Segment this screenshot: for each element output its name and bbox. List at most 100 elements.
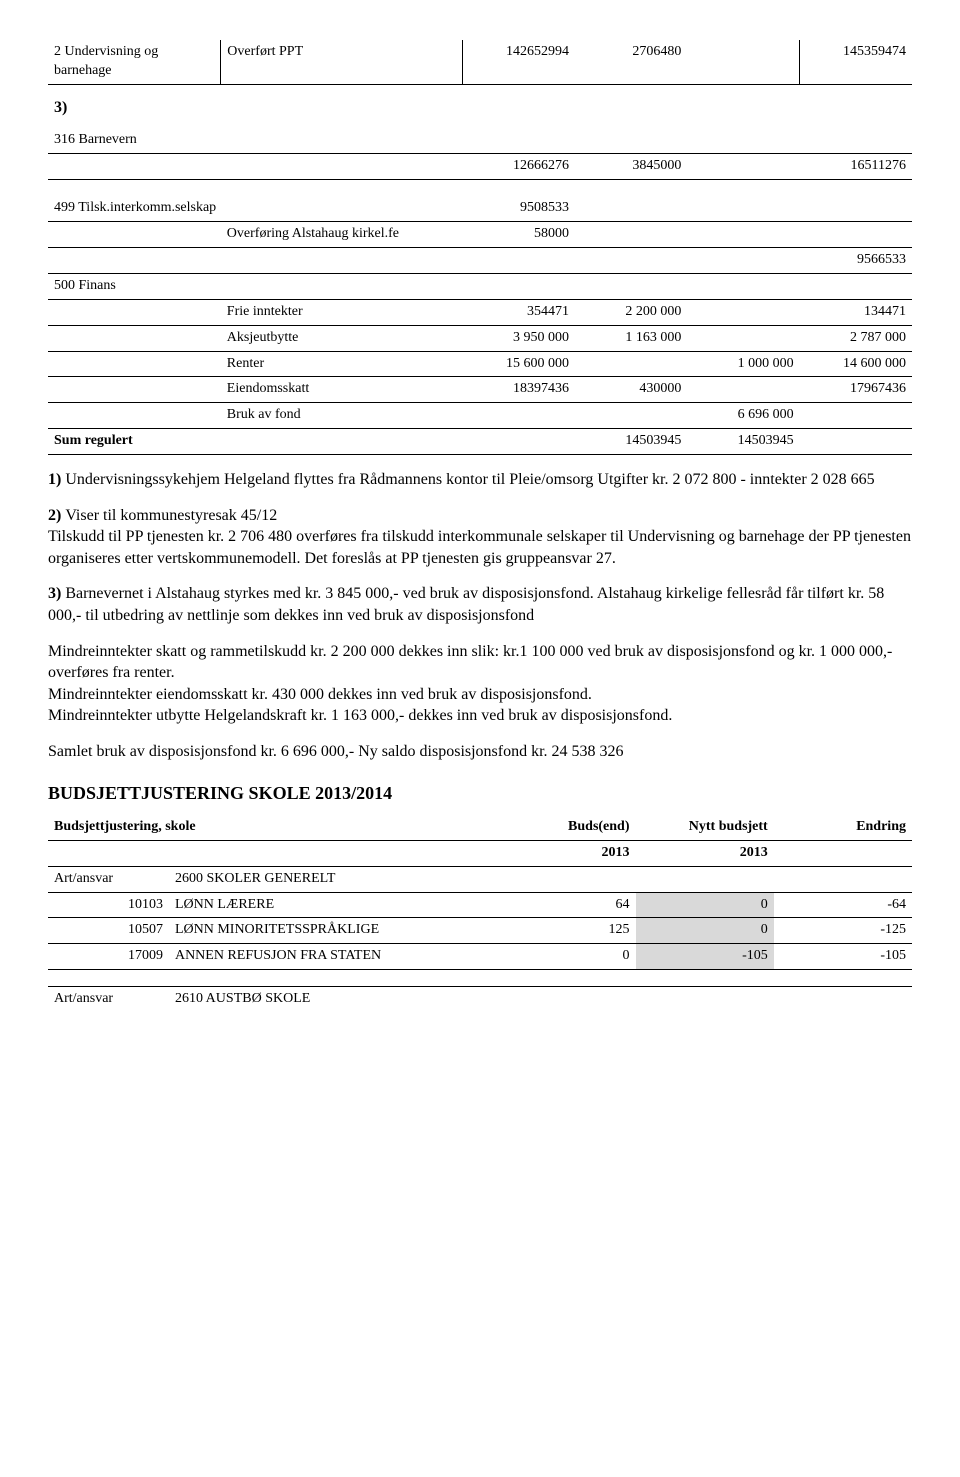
table-row: 2 Undervisning og barnehage Overført PPT… [48, 40, 912, 84]
text: Samlet bruk av disposisjonsfond kr. 6 69… [48, 743, 624, 760]
cell: 15 600 000 [463, 351, 575, 377]
cell: 500 Finans [48, 273, 912, 299]
table-row: Frie inntekter 354471 2 200 000 134471 [48, 299, 912, 325]
cell: 2013 [497, 840, 635, 866]
text: Barnevernet i Alstahaug styrkes med kr. … [48, 585, 884, 624]
cell: 3 950 000 [463, 325, 575, 351]
header-cell: Budsjettjustering, skole [48, 815, 497, 840]
table-row: Bruk av fond 6 696 000 [48, 403, 912, 429]
cell: 9566533 [800, 247, 912, 273]
cell: 2013 [636, 840, 774, 866]
cell: LØNN LÆRERE [169, 892, 497, 918]
cell: 0 [636, 892, 774, 918]
cell: 14 600 000 [800, 351, 912, 377]
table-row: Renter 15 600 000 1 000 000 14 600 000 [48, 351, 912, 377]
cell: -125 [774, 918, 912, 944]
cell: 1 163 000 [575, 325, 687, 351]
text: Mindreinntekter utbytte Helgelandskraft … [48, 707, 672, 724]
paragraph-7: Samlet bruk av disposisjonsfond kr. 6 69… [48, 741, 912, 763]
cell: Eiendomsskatt [221, 377, 463, 403]
cell: 64 [497, 892, 635, 918]
cell: 0 [636, 918, 774, 944]
header-cell: Buds(end) [497, 815, 635, 840]
table-row: Overføring Alstahaug kirkel.fe 58000 [48, 222, 912, 248]
text: Mindreinntekter eiendomsskatt kr. 430 00… [48, 686, 592, 703]
cell: 2 Undervisning og barnehage [48, 40, 221, 84]
cell: -105 [774, 944, 912, 970]
paragraph-4: Mindreinntekter skatt og rammetilskudd k… [48, 641, 912, 727]
table-row: 500 Finans [48, 273, 912, 299]
table-row: 12666276 3845000 16511276 [48, 154, 912, 180]
cell: 16511276 [800, 154, 912, 180]
item-label: 2) [48, 507, 65, 524]
finance-table: 2 Undervisning og barnehage Overført PPT… [48, 40, 912, 455]
cell: -105 [636, 944, 774, 970]
text: Mindreinntekter skatt og rammetilskudd k… [48, 643, 892, 682]
cell: 58000 [463, 222, 575, 248]
table-row: 10103 LØNN LÆRERE 64 0 -64 [48, 892, 912, 918]
section-heading: BUDSJETTJUSTERING SKOLE 2013/2014 [48, 781, 912, 805]
cell: 430000 [575, 377, 687, 403]
section-label: 3) [48, 84, 912, 128]
cell: -64 [774, 892, 912, 918]
cell [687, 40, 799, 84]
cell: 2706480 [575, 40, 687, 84]
table-row: Aksjeutbytte 3 950 000 1 163 000 2 787 0… [48, 325, 912, 351]
item-label: 1) [48, 471, 65, 488]
cell: 14503945 [575, 429, 687, 455]
cell: Art/ansvar [48, 866, 169, 892]
cell: 17009 [48, 944, 169, 970]
table-row: 316 Barnevern [48, 128, 912, 153]
cell: 14503945 [687, 429, 799, 455]
cell: Bruk av fond [221, 403, 463, 429]
table-row: 9566533 [48, 247, 912, 273]
cell: Aksjeutbytte [221, 325, 463, 351]
cell: 2610 AUSTBØ SKOLE [169, 987, 497, 1012]
paragraph-3: 3) Barnevernet i Alstahaug styrkes med k… [48, 583, 912, 626]
table-row: Art/ansvar 2610 AUSTBØ SKOLE [48, 987, 912, 1012]
table-row: 17009 ANNEN REFUSJON FRA STATEN 0 -105 -… [48, 944, 912, 970]
cell: 2600 SKOLER GENERELT [169, 866, 497, 892]
cell: Overført PPT [221, 40, 463, 84]
cell: 10507 [48, 918, 169, 944]
table-row: Eiendomsskatt 18397436 430000 17967436 [48, 377, 912, 403]
header-cell: Nytt budsjett [636, 815, 774, 840]
header-cell: Endring [774, 815, 912, 840]
cell: 9508533 [463, 196, 575, 221]
cell: 145359474 [800, 40, 912, 84]
cell: Sum regulert [48, 429, 463, 455]
cell: Overføring Alstahaug kirkel.fe [221, 222, 463, 248]
table-row: 499 Tilsk.interkomm.selskap 9508533 [48, 196, 912, 221]
cell: Frie inntekter [221, 299, 463, 325]
paragraph-1: 1) Undervisningssykehjem Helgeland flytt… [48, 469, 912, 491]
text: Undervisningssykehjem Helgeland flyttes … [65, 471, 874, 488]
cell: 499 Tilsk.interkomm.selskap [48, 196, 463, 221]
text: Viser til kommunestyresak 45/12 [65, 507, 277, 524]
cell: 125 [497, 918, 635, 944]
cell: Art/ansvar [48, 987, 169, 1012]
cell: 12666276 [463, 154, 575, 180]
cell: 3845000 [575, 154, 687, 180]
cell: 142652994 [463, 40, 575, 84]
item-label: 3) [48, 585, 65, 602]
table-row: 3) [48, 84, 912, 128]
cell: 354471 [463, 299, 575, 325]
cell: ANNEN REFUSJON FRA STATEN [169, 944, 497, 970]
cell: 2 787 000 [800, 325, 912, 351]
table-row: Sum regulert 14503945 14503945 [48, 429, 912, 455]
cell: LØNN MINORITETSSPRÅKLIGE [169, 918, 497, 944]
table-row: 10507 LØNN MINORITETSSPRÅKLIGE 125 0 -12… [48, 918, 912, 944]
cell: 316 Barnevern [48, 128, 463, 153]
cell: 6 696 000 [687, 403, 799, 429]
cell: 134471 [800, 299, 912, 325]
paragraph-2: 2) Viser til kommunestyresak 45/12 Tilsk… [48, 505, 912, 570]
table-header: Budsjettjustering, skole Buds(end) Nytt … [48, 815, 912, 840]
cell: Renter [221, 351, 463, 377]
budget-table: Budsjettjustering, skole Buds(end) Nytt … [48, 815, 912, 1012]
cell: 2 200 000 [575, 299, 687, 325]
cell: 0 [497, 944, 635, 970]
cell: 1 000 000 [687, 351, 799, 377]
cell: 17967436 [800, 377, 912, 403]
text: Tilskudd til PP tjenesten kr. 2 706 480 … [48, 528, 911, 567]
cell: 18397436 [463, 377, 575, 403]
